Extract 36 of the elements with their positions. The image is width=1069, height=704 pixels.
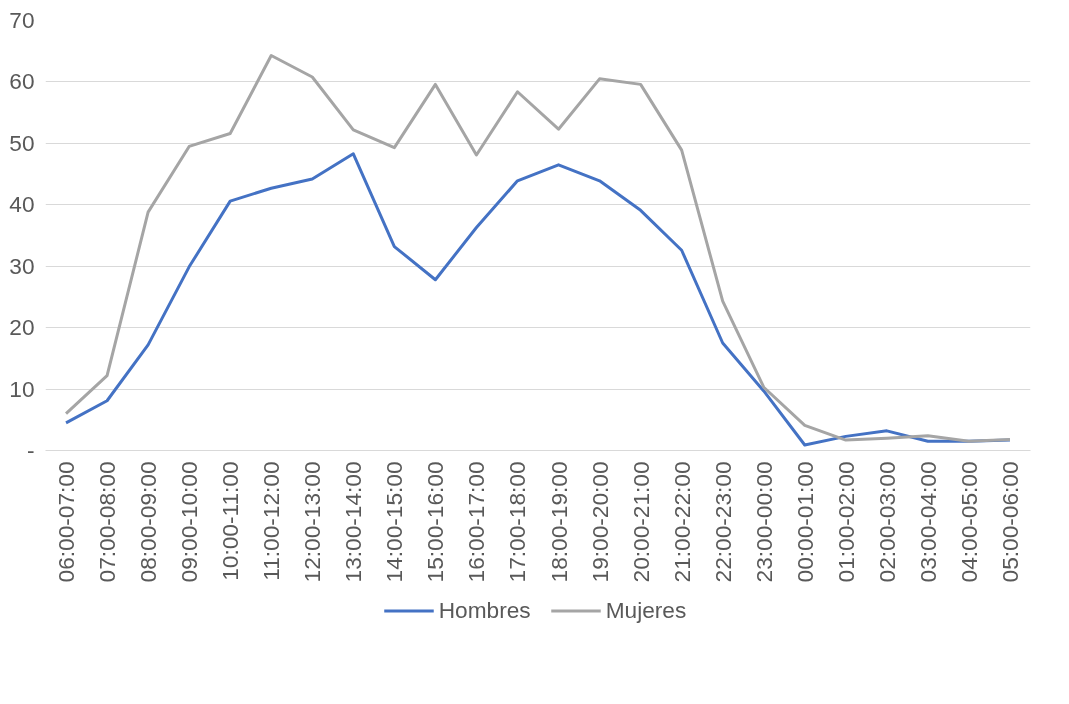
- legend-label: Hombres: [438, 596, 531, 624]
- x-tick-label: 16:00-17:00: [463, 461, 490, 583]
- x-tick-label: 15:00-16:00: [422, 461, 449, 583]
- x-tick-label: 07:00-08:00: [94, 461, 121, 583]
- x-tick-label: 17:00-18:00: [504, 461, 531, 583]
- x-tick-label: 08:00-09:00: [135, 461, 162, 583]
- y-tick-label: 70: [9, 7, 35, 33]
- y-tick-label: 40: [9, 191, 35, 218]
- x-tick-label: 10:00-11:00: [217, 461, 244, 581]
- x-tick-label: 13:00-14:00: [340, 461, 367, 583]
- x-tick-label: 04:00-05:00: [955, 461, 982, 583]
- x-tick-label: 19:00-20:00: [586, 461, 613, 583]
- x-tick-label: 05:00-06:00: [996, 461, 1023, 583]
- line-series: [64, 152, 1012, 447]
- x-tick-label: 12:00-13:00: [299, 461, 326, 583]
- x-tick-label: 00:00-01:00: [791, 461, 818, 583]
- legend-label: Mujeres: [605, 596, 687, 624]
- x-tick-label: 22:00-23:00: [709, 461, 736, 583]
- x-tick-label: 02:00-03:00: [873, 461, 900, 583]
- y-tick-label: 60: [9, 68, 35, 95]
- x-tick-label: 18:00-19:00: [545, 461, 572, 583]
- x-tick-label: 03:00-04:00: [914, 461, 941, 583]
- x-tick-label: 23:00-00:00: [750, 461, 777, 583]
- x-tick-label: 14:00-15:00: [381, 461, 408, 583]
- y-tick-label: -: [26, 437, 35, 463]
- x-tick-label: 21:00-22:00: [668, 461, 695, 583]
- y-tick-label: 30: [9, 252, 35, 279]
- x-tick-label: 20:00-21:00: [627, 461, 654, 583]
- y-tick-label: 10: [9, 375, 35, 402]
- x-tick-label: 09:00-10:00: [176, 461, 203, 583]
- line-series: [64, 54, 1012, 443]
- x-tick-label: 11:00-12:00: [258, 461, 285, 581]
- y-tick-label: 50: [9, 129, 35, 156]
- x-tick-label: 01:00-02:00: [832, 461, 859, 583]
- y-tick-label: 20: [9, 314, 35, 341]
- x-tick-label: 06:00-07:00: [53, 461, 80, 583]
